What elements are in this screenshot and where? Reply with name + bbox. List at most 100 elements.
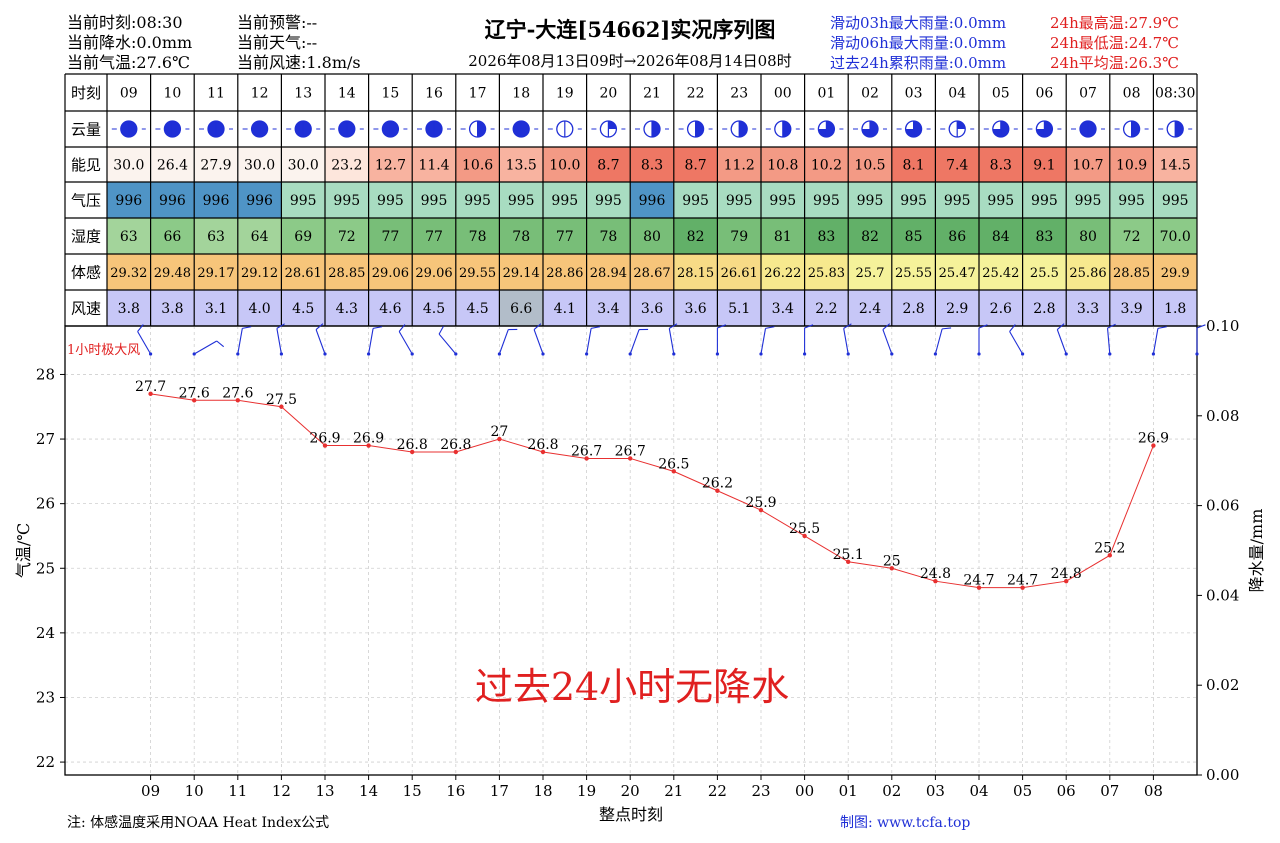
cell-value: 1.8	[1164, 301, 1186, 317]
table-cell	[281, 182, 325, 218]
row-label-cell	[65, 111, 107, 147]
table-cell	[150, 290, 195, 326]
table-cell	[194, 254, 238, 290]
table-cell	[1153, 147, 1197, 182]
row-label-cell	[65, 147, 107, 182]
wind-barb	[1151, 326, 1167, 356]
temperature-point	[192, 398, 197, 403]
cell-value: 00	[774, 86, 792, 102]
cell-value: 83	[1035, 229, 1053, 245]
y-tick-label: 22	[36, 753, 55, 771]
table-cell	[1066, 218, 1110, 254]
cell-value: 995	[987, 193, 1014, 209]
cell-value: 11	[207, 86, 225, 102]
temperature-point	[453, 449, 458, 455]
cloud-cover-mark	[722, 120, 757, 138]
table-cell	[630, 218, 674, 254]
table-cell	[1022, 182, 1067, 218]
table-cell	[1066, 74, 1110, 111]
y-tick-label: 23	[36, 688, 55, 706]
y-tick-label: 28	[36, 365, 55, 383]
table-cell	[237, 182, 282, 218]
temperature-point	[497, 436, 502, 442]
table-cell	[673, 254, 718, 290]
y-right-tick-label: 0.04	[1206, 586, 1239, 604]
temperature-data-label: 27.6	[222, 385, 253, 401]
table-cell	[325, 290, 369, 326]
temperature-point	[802, 533, 807, 539]
cell-value: 78	[512, 229, 530, 245]
table-cell	[194, 182, 238, 218]
table-cell	[1066, 147, 1110, 182]
x-tick-label: 16	[446, 782, 465, 800]
cell-value: 995	[333, 193, 360, 209]
table-cell	[673, 218, 718, 254]
row-label: 体感	[71, 264, 101, 282]
no-precip-annotation: 过去24小时无降水	[475, 665, 789, 709]
wind-barb	[398, 324, 414, 356]
cell-value: 3.6	[684, 301, 706, 317]
cell-value: 4.1	[554, 301, 576, 317]
table-row-visibility: 能见 30.0 26.4 27.9 30.0 30.0 23.2 12.7 11.4 10.6 13…	[65, 147, 1197, 182]
y-right-tick-label: 0.06	[1206, 497, 1239, 515]
cloud-cover-mark	[373, 120, 408, 138]
table-cell	[281, 254, 325, 290]
x-axis-label: 整点时刻	[599, 805, 663, 824]
cell-value: 4.3	[336, 301, 358, 317]
cloud-cover-mark	[678, 120, 713, 138]
cell-value: 01	[817, 86, 835, 102]
rain-stat-24h: 过去24h累积雨量:0.0mm	[830, 54, 1006, 72]
temperature-line	[150, 393, 1154, 589]
temperature-data-label: 25.1	[833, 547, 864, 563]
table-cell	[237, 74, 282, 111]
cell-value: 29.06	[415, 266, 452, 281]
cell-value: 3.1	[205, 301, 227, 317]
table-cell	[543, 182, 587, 218]
cell-value: 64	[251, 229, 269, 245]
cell-value: 2.8	[1033, 301, 1055, 317]
x-tick-label: 05	[1013, 782, 1032, 800]
cell-value: 13	[294, 86, 312, 102]
cell-value: 995	[290, 193, 317, 209]
chart-subtitle: 2026年08月13日09时→2026年08月14日08时	[468, 52, 791, 70]
cell-value: 78	[599, 229, 617, 245]
cloud-cover-mark	[242, 120, 277, 138]
cloud-cover-mark	[853, 120, 887, 138]
table-cell	[543, 254, 587, 290]
cell-value: 9.1	[1033, 158, 1055, 174]
cell-value: 4.6	[379, 301, 401, 317]
cell-value: 20	[599, 86, 617, 102]
table-cell	[368, 254, 413, 290]
cell-value: 2.2	[815, 301, 837, 317]
table-cell	[455, 182, 500, 218]
cell-value: 26.22	[764, 266, 801, 281]
cell-value: 25.42	[982, 266, 1019, 281]
footer-note: 注: 体感温度采用NOAA Heat Index公式	[67, 814, 329, 831]
cell-value: 72	[338, 229, 356, 245]
row-label-cell	[65, 218, 107, 254]
table-cell	[368, 218, 413, 254]
x-tick-label: 09	[141, 782, 160, 800]
temperature-point	[889, 566, 894, 571]
cloud-cover-mark	[1071, 120, 1105, 138]
table-row-pressure: 气压 996 996 996 996 995 995 995 995 995 995 995 995 99…	[65, 182, 1197, 218]
table-cell	[673, 290, 718, 326]
temperature-point	[1020, 585, 1025, 590]
wind-barb	[668, 323, 678, 356]
table-cell	[891, 147, 936, 182]
row-label: 时刻	[71, 84, 101, 102]
cell-value: 5.1	[728, 301, 750, 317]
cell-value: 14	[338, 86, 356, 102]
table-cell	[107, 290, 151, 326]
cell-value: 4.0	[248, 301, 270, 317]
cloud-cover-mark	[417, 120, 451, 138]
cell-value: 995	[726, 193, 753, 209]
current-wind: 当前风速:1.8m/s	[237, 53, 361, 72]
cell-value: 11.4	[418, 158, 449, 174]
y-tick-label: 26	[36, 495, 55, 513]
cell-value: 10.5	[854, 158, 885, 174]
x-tick-label: 10	[185, 782, 204, 800]
cell-value: 3.4	[772, 301, 794, 317]
cell-value: 10	[163, 86, 181, 102]
